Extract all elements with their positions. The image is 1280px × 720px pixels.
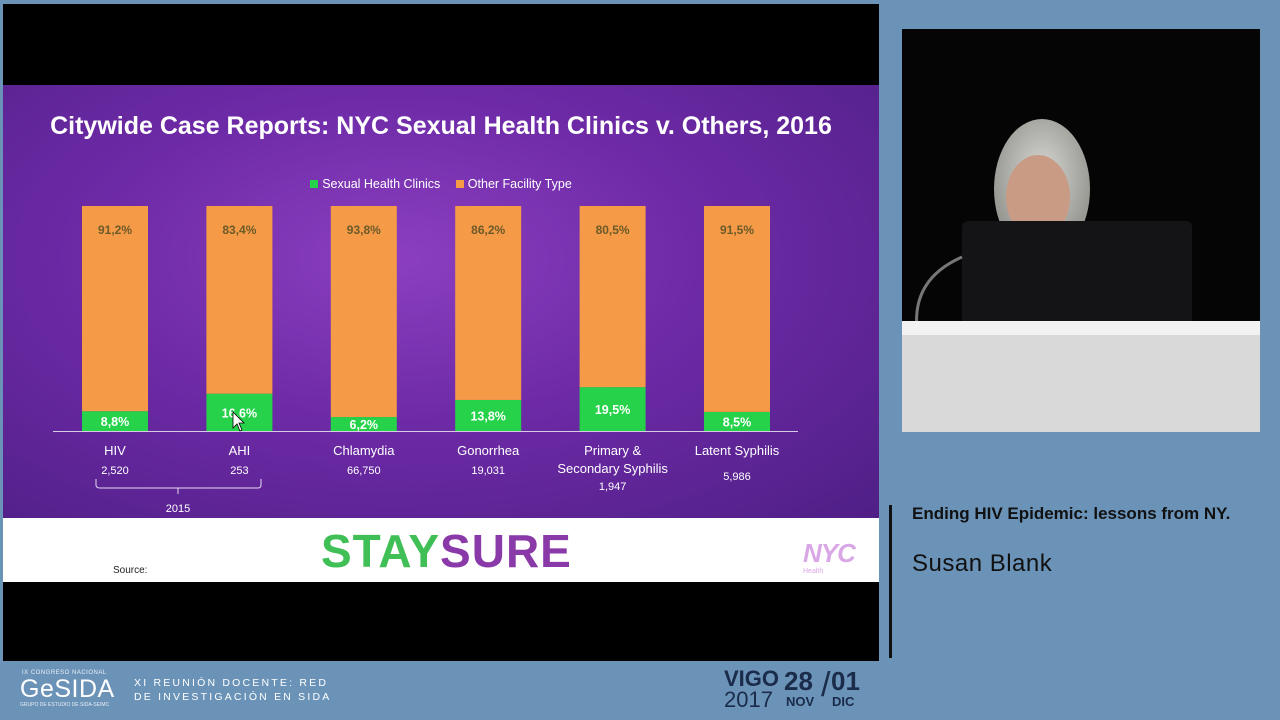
lower-third-divider: [889, 505, 892, 658]
logo-stay: STAY: [321, 525, 441, 577]
bar-segment-1-1: [206, 206, 273, 394]
data-label-1-4: 80,5%: [596, 223, 630, 237]
podium-top: [902, 321, 1260, 335]
venue-end-day: 01: [831, 666, 860, 696]
presentation-slide: Citywide Case Reports: NYC Sexual Health…: [3, 85, 879, 518]
venue-start-day: 28: [784, 666, 813, 696]
gesida-logo: IX CONGRESO NACIONAL GeSIDA GRUPO DE EST…: [8, 666, 128, 718]
microphone-icon: [915, 255, 963, 330]
category-label-3-0: Gonorrhea: [457, 443, 520, 458]
event-subtitle-line2: DE INVESTIGACIÓN EN SIDA: [134, 691, 332, 703]
count-label-4: 1,947: [599, 481, 627, 493]
data-label-1-1: 83,4%: [222, 223, 256, 237]
legend-swatch-green: [310, 180, 319, 188]
gesida-congress-label: IX CONGRESO NACIONAL: [22, 670, 107, 676]
bar-segment-0-2: [330, 417, 397, 431]
bar-segment-0-5: [704, 411, 770, 431]
venue-year: 2017: [724, 687, 773, 712]
slide-frame: Citywide Case Reports: NYC Sexual Health…: [3, 4, 879, 661]
category-label-5-0: Latent Syphilis: [695, 443, 780, 458]
speaker-video-scene: [902, 29, 1260, 432]
count-label-2: 66,750: [347, 465, 381, 477]
nyc-health-logo: NYC: [803, 538, 856, 568]
data-label-1-3: 86,2%: [471, 223, 505, 237]
nyc-health-sub: Health: [803, 568, 824, 575]
data-label-1-2: 93,8%: [347, 223, 381, 237]
bar-segment-0-3: [455, 399, 522, 431]
speaker-face: [1006, 155, 1070, 239]
slide-title: Citywide Case Reports: NYC Sexual Health…: [50, 112, 832, 140]
count-label-3: 19,031: [471, 465, 505, 477]
podium-front: [902, 335, 1260, 432]
data-label-0-0: 8,8%: [101, 415, 130, 429]
gesida-wordmark: GeSIDA: [20, 675, 115, 703]
bar-segment-1-0: [82, 206, 148, 412]
bar-segment-1-3: [455, 206, 522, 400]
venue-end-month: DIC: [832, 694, 855, 709]
group-bracket: [95, 479, 262, 494]
data-label-0-5: 8,5%: [723, 415, 752, 429]
chart-legend: Sexual Health Clinics Other Facility Typ…: [3, 177, 879, 191]
venue-dates: VIGO 2017 28 NOV / 01 DIC: [724, 666, 874, 716]
legend-item-other: Other Facility Type: [455, 177, 572, 191]
count-label-0: 2,520: [101, 465, 129, 477]
bar-segment-1-4: [579, 206, 646, 388]
data-label-0-2: 6,2%: [350, 418, 379, 432]
speaker-name: Susan Blank: [912, 550, 1053, 577]
venue-city: VIGO: [724, 666, 780, 691]
bar-segment-1-2: [330, 206, 397, 418]
legend-label-clinics: Sexual Health Clinics: [322, 177, 441, 191]
venue-start-month: NOV: [786, 694, 815, 709]
bar-segment-0-0: [82, 411, 148, 431]
event-subtitle-line1: XI REUNIÓN DOCENTE: RED: [134, 677, 329, 689]
bar-segment-1-5: [704, 206, 770, 412]
data-label-1-5: 91,5%: [720, 223, 754, 237]
source-label: Source:: [113, 565, 148, 576]
count-label-1: 253: [230, 465, 248, 477]
category-label-4-1: Secondary Syphilis: [557, 461, 668, 476]
laptop-icon: [962, 221, 1192, 331]
staysure-logo: STAYSURE: [321, 524, 572, 578]
event-subtitle: XI REUNIÓN DOCENTE: RED DE INVESTIGACIÓN…: [134, 676, 332, 704]
category-label-0-0: HIV: [104, 443, 126, 458]
count-label-5: 5,986: [723, 471, 751, 483]
data-label-1-0: 91,2%: [98, 223, 132, 237]
data-label-0-1: 16,6%: [222, 406, 257, 420]
venue-slash: /: [821, 666, 831, 704]
category-label-2-0: Chlamydia: [333, 443, 395, 458]
legend-label-other: Other Facility Type: [467, 177, 572, 191]
data-label-0-3: 13,8%: [470, 409, 505, 423]
logo-sure: SURE: [440, 525, 572, 577]
slide-footer: Source: STAYSURE NYC Health: [3, 518, 879, 582]
mouse-cursor-icon: [232, 411, 245, 432]
talk-title: Ending HIV Epidemic: lessons from NY.: [912, 504, 1231, 523]
gesida-group-label: GRUPO DE ESTUDIO DE SIDA-SEIMC: [20, 702, 110, 708]
category-label-4-0: Primary &: [584, 443, 641, 458]
legend-swatch-orange: [455, 180, 464, 188]
stacked-bar-chart: 8,8% 91,2% HIV 2,520 16,6% 83,4% AHI 253 6,2% 93,…: [53, 206, 798, 515]
legend-item-clinics: Sexual Health Clinics: [310, 177, 440, 191]
group-label: 2015: [166, 503, 190, 515]
category-label-1-0: AHI: [229, 443, 251, 458]
speaker-video: [902, 29, 1260, 432]
bar-segment-0-4: [579, 387, 646, 431]
data-label-0-4: 19,5%: [595, 403, 630, 417]
